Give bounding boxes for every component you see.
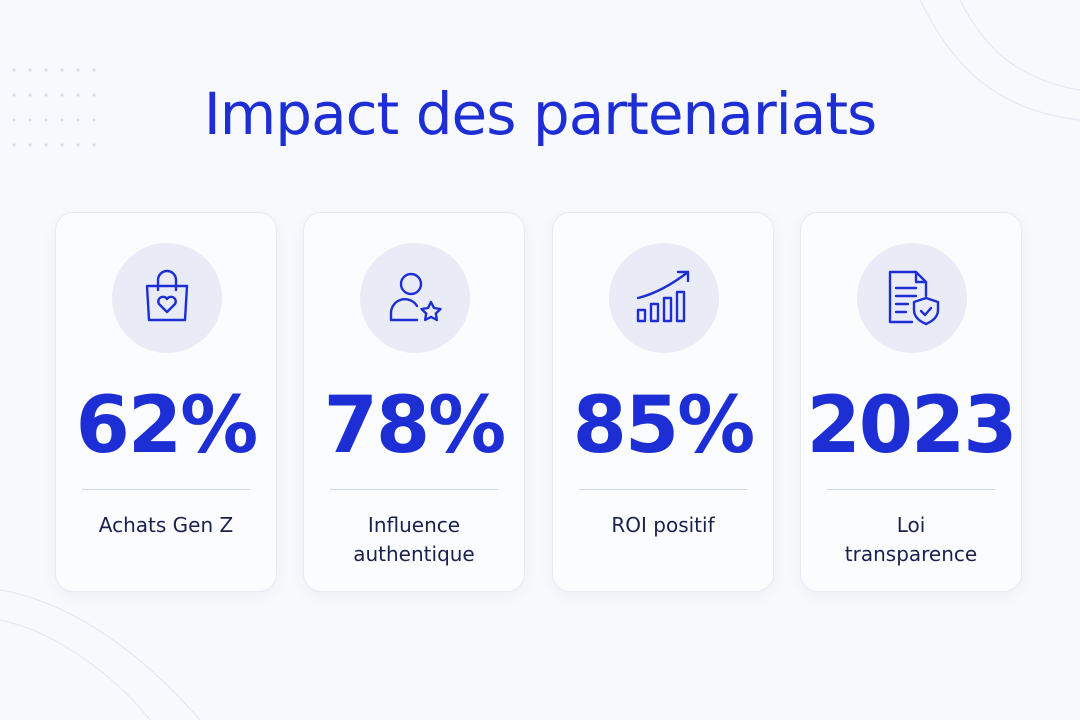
stat-label: Achats Gen Z <box>56 511 276 540</box>
label-line: Achats Gen Z <box>98 513 234 537</box>
stat-card: 2023 Loi transparence <box>800 212 1022 592</box>
divider <box>579 489 747 490</box>
divider <box>82 489 250 490</box>
divider <box>330 489 498 490</box>
stat-card: 78% Influence authentique <box>303 212 525 592</box>
stat-value: 62% <box>75 381 259 471</box>
title: Impact des partenariats <box>203 80 878 148</box>
icon-badge <box>609 243 719 353</box>
icon-badge <box>360 243 470 353</box>
label-line: ROI positif <box>611 513 715 537</box>
label-line: authentique <box>353 542 475 566</box>
stat-value: 78% <box>323 381 507 471</box>
icon-badge <box>857 243 967 353</box>
stat-label: Influence authentique <box>304 511 524 569</box>
document-shield-icon <box>888 270 940 326</box>
stat-label: Loi transparence <box>801 511 1021 569</box>
icon-badge <box>112 243 222 353</box>
stat-label: ROI positif <box>553 511 773 540</box>
stat-card: 85% ROI positif <box>552 212 774 592</box>
user-star-icon <box>389 272 442 322</box>
shopping-bag-icon <box>145 269 189 322</box>
stat-value: 2023 <box>806 381 1017 471</box>
label-line: Influence <box>367 513 461 537</box>
label-line: transparence <box>844 542 978 566</box>
divider <box>827 489 995 490</box>
growth-chart-icon <box>636 270 690 323</box>
label-line: Loi <box>896 513 926 537</box>
stat-value: 85% <box>572 381 756 471</box>
stat-card: 62% Achats Gen Z <box>55 212 277 592</box>
